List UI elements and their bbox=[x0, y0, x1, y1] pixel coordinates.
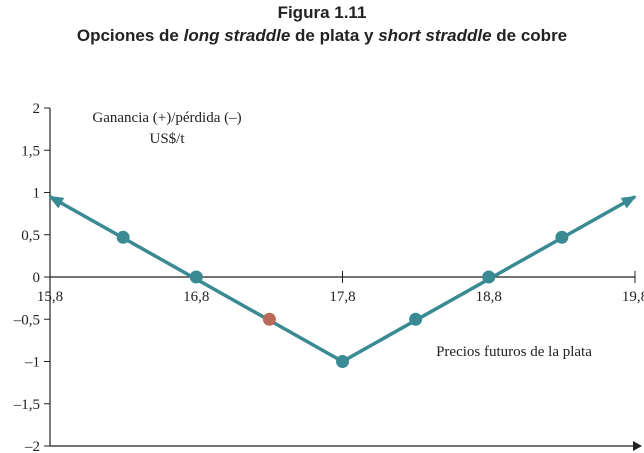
y-tick-label: 1 bbox=[33, 186, 41, 202]
x-axis-label: Precios futuros de la plata bbox=[436, 344, 592, 360]
y-tick-label: –2 bbox=[24, 439, 40, 453]
series-group bbox=[48, 195, 637, 368]
y-axis-label: Ganancia (+)/pérdida (–) bbox=[92, 110, 241, 126]
data-point bbox=[336, 355, 349, 368]
annotations: Ganancia (+)/pérdida (–) US$/t Precios fut… bbox=[92, 110, 592, 360]
data-point bbox=[189, 270, 203, 284]
x-tick-label: 15,8 bbox=[37, 289, 63, 305]
figure-title: Opciones de long straddle de plata y sho… bbox=[0, 24, 644, 48]
y-tick-label: –0,5 bbox=[13, 312, 40, 328]
y-tick-label: 2 bbox=[33, 101, 41, 117]
data-point bbox=[409, 312, 423, 326]
figure-title-part: Opciones de bbox=[76, 26, 184, 45]
chart-axes bbox=[49, 108, 642, 451]
data-point bbox=[555, 230, 569, 244]
data-point bbox=[482, 270, 496, 284]
data-point bbox=[262, 312, 276, 326]
y-tick-label: 0 bbox=[33, 270, 41, 286]
figure-title-part: short straddle bbox=[378, 26, 492, 45]
figure-title-block: Figura 1.11 Opciones de long straddle de… bbox=[0, 2, 644, 48]
figure-title-part: de plata y bbox=[290, 26, 379, 45]
y-axis-unit: US$/t bbox=[149, 131, 185, 147]
x-ticks: 15,8 16,8 17,8 18,8 19,8 bbox=[37, 271, 644, 305]
figure-number: Figura 1.11 bbox=[277, 3, 367, 22]
baseline-arrow bbox=[633, 441, 642, 451]
y-ticks: 2 1,5 1 0,5 0 –0,5 –1 –1,5 –2 bbox=[13, 101, 50, 453]
x-tick-label: 16,8 bbox=[183, 289, 209, 305]
series-arrow-start bbox=[48, 195, 65, 209]
series-arrow-end bbox=[620, 195, 637, 209]
y-tick-label: 1,5 bbox=[21, 143, 40, 159]
data-point bbox=[116, 230, 130, 244]
y-tick-label: –1,5 bbox=[13, 397, 40, 413]
x-tick-label: 17,8 bbox=[329, 289, 355, 305]
figure-title-part: de cobre bbox=[491, 26, 568, 45]
y-tick-label: 0,5 bbox=[21, 228, 40, 244]
x-tick-label: 18,8 bbox=[476, 289, 502, 305]
figure-title-part: long straddle bbox=[183, 26, 291, 45]
y-tick-label: –1 bbox=[24, 355, 40, 371]
x-tick-label: 19,8 bbox=[622, 289, 644, 305]
